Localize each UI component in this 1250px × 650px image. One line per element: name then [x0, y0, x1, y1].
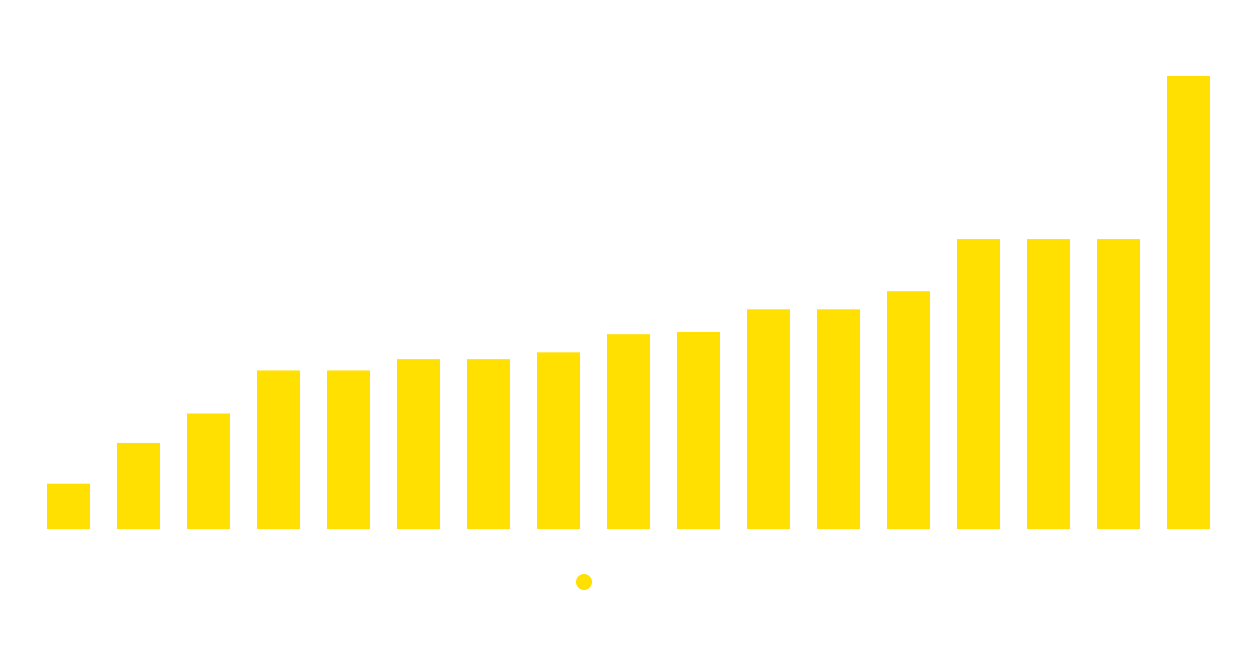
bar-17[interactable] [1167, 76, 1210, 529]
bar-12[interactable] [817, 309, 860, 529]
bar-6[interactable] [397, 359, 440, 529]
bar-7[interactable] [467, 359, 510, 529]
bar-16[interactable] [1097, 239, 1140, 529]
bar-8[interactable] [537, 352, 580, 529]
bar-14[interactable] [957, 239, 1000, 529]
bar-2[interactable] [117, 442, 160, 529]
bar-9[interactable] [607, 334, 650, 529]
bar-11[interactable] [747, 309, 790, 529]
bar-13[interactable] [887, 291, 930, 529]
legend-marker[interactable] [576, 574, 592, 590]
bars-group [47, 76, 1210, 529]
legend[interactable] [576, 574, 592, 590]
bar-5[interactable] [327, 370, 370, 529]
bar-10[interactable] [677, 331, 720, 529]
bar-3[interactable] [187, 413, 230, 529]
bar-15[interactable] [1027, 239, 1070, 529]
bar-4[interactable] [257, 370, 300, 529]
bar-1[interactable] [47, 483, 90, 529]
